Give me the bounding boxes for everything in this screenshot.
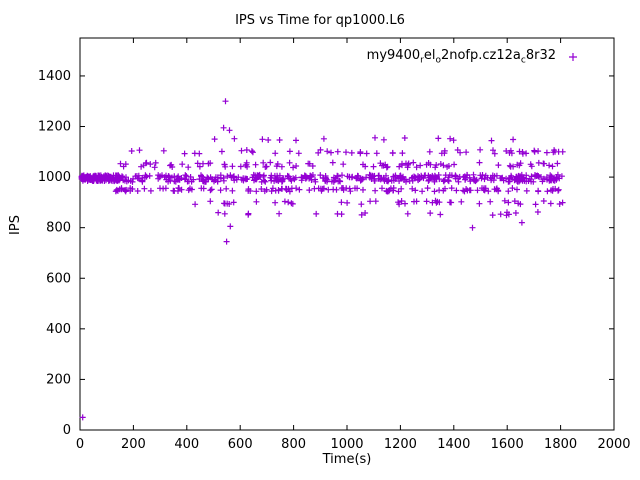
svg-text:1400: 1400 <box>437 437 470 452</box>
svg-text:800: 800 <box>46 221 71 236</box>
data-points <box>78 98 566 421</box>
svg-text:0: 0 <box>76 437 84 452</box>
axis-ticks <box>79 38 615 431</box>
x-axis-label: Time(s) <box>322 452 372 467</box>
svg-text:600: 600 <box>228 437 253 452</box>
y-axis-label: IPS <box>8 215 23 235</box>
svg-text:200: 200 <box>121 437 146 452</box>
svg-text:2000: 2000 <box>597 437 630 452</box>
svg-text:1000: 1000 <box>38 170 71 185</box>
svg-text:800: 800 <box>281 437 306 452</box>
chart-title: IPS vs Time for qp1000.L6 <box>235 13 405 28</box>
svg-text:1600: 1600 <box>491 437 524 452</box>
svg-text:400: 400 <box>46 322 71 337</box>
legend-label: my9400relo2nofp.cz12ac8r32 <box>366 48 556 66</box>
plot-border <box>79 37 615 431</box>
svg-text:1200: 1200 <box>384 437 417 452</box>
svg-text:1200: 1200 <box>38 120 71 135</box>
svg-text:600: 600 <box>46 271 71 286</box>
svg-text:1000: 1000 <box>330 437 363 452</box>
svg-text:1800: 1800 <box>544 437 577 452</box>
tick-labels: 0 200 400 600 800 1000 1200 1400 1600 1800 2000 0 20… <box>38 69 631 452</box>
legend-marker <box>569 53 577 61</box>
svg-text:400: 400 <box>174 437 199 452</box>
svg-text:0: 0 <box>63 423 71 438</box>
svg-text:200: 200 <box>46 372 71 387</box>
svg-text:1400: 1400 <box>38 69 71 84</box>
